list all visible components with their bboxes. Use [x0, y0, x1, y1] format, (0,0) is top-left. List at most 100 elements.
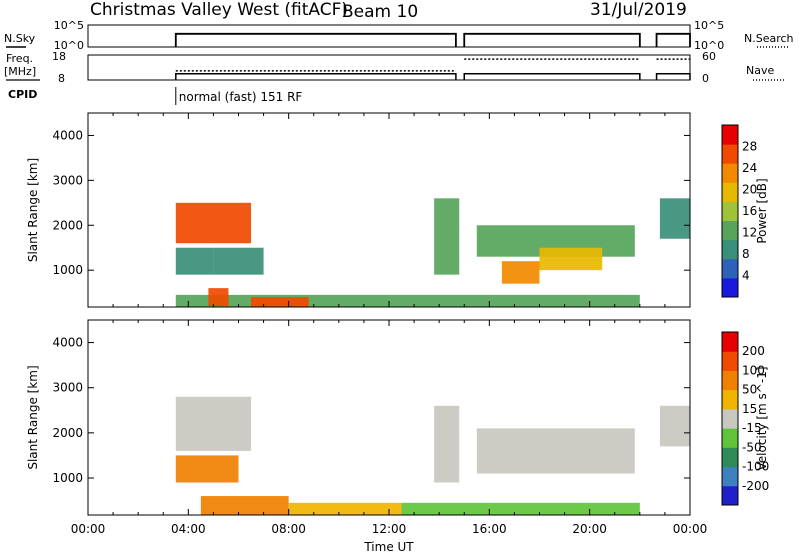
power-colorbar-tick-label: 24: [742, 161, 757, 175]
velocity-colorbar-tick-label: 200: [742, 344, 765, 358]
power-colorbar-cell: [722, 277, 738, 298]
time-tick-label: 16:00: [472, 522, 507, 536]
velocity-colorbar-tick-label: 100: [742, 363, 765, 377]
velocity-scatter-region: [476, 428, 635, 474]
nsearch-tick-label: 10^0: [694, 39, 724, 52]
power-scatter-region: [175, 294, 640, 307]
plot-title: Christmas Valley West (fitACF): [90, 0, 349, 20]
power-colorbar-cell: [722, 201, 738, 222]
nsearch-label: N.Search: [744, 32, 794, 45]
power-colorbar-cell: [722, 144, 738, 164]
velocity-scatter-region: [200, 496, 289, 515]
velocity-colorbar-cell: [722, 447, 738, 468]
power-scatter-region: [501, 261, 540, 284]
noise-tick-label: 10^5: [54, 19, 84, 32]
velocity-ylabel: Slant Range [km]: [26, 365, 40, 469]
velocity-ytick-label: 3000: [52, 381, 83, 395]
nsky-series-line: [174, 32, 457, 47]
power-colorbar-tick-label: 4: [742, 269, 750, 283]
velocity-colorbar-cell: [722, 351, 738, 371]
nsearch-tick-label: 10^5: [694, 19, 724, 32]
power-ytick-label: 1000: [52, 263, 83, 277]
power-colorbar-cell: [722, 163, 738, 183]
velocity-colorbar-label: Velocity [m s^-1]: [755, 366, 769, 470]
velocity-colorbar-tick-label: -100: [742, 460, 769, 474]
velocity-colorbar-tick-label: -50: [742, 440, 762, 454]
cpid-label: CPID: [8, 88, 38, 101]
freq-series-line: [463, 73, 641, 80]
velocity-ytick-label: 4000: [52, 336, 83, 350]
power-colorbar-tick-label: 8: [742, 247, 750, 261]
time-axis-label: Time UT: [363, 540, 414, 554]
velocity-colorbar-cell: [722, 485, 738, 506]
velocity-colorbar-tick-label: -200: [742, 479, 769, 493]
power-ylabel: Slant Range [km]: [26, 158, 40, 262]
power-scatter-region: [213, 247, 264, 275]
power-scatter-region: [208, 288, 229, 307]
power-colorbar-tick-label: 28: [742, 140, 757, 154]
power-scatter-region: [251, 297, 309, 307]
velocity-colorbar-cell: [722, 332, 738, 352]
power-colorbar-cell: [722, 125, 738, 145]
time-tick-label: 00:00: [71, 522, 106, 536]
time-tick-label: 04:00: [171, 522, 206, 536]
freq-label-bottom: [MHz]: [4, 65, 37, 78]
freq-series-line: [175, 73, 457, 80]
power-scatter-region: [175, 202, 252, 244]
nsky-series-line: [463, 32, 641, 47]
nave-label: Nave: [746, 64, 775, 77]
velocity-colorbar-cell: [722, 466, 738, 487]
nave-tick-label: 0: [702, 72, 709, 85]
velocity-colorbar-tick-label: 50: [742, 383, 757, 397]
power-scatter-region: [175, 247, 214, 275]
velocity-colorbar-tick-label: -15: [742, 421, 762, 435]
date-label: 31/Jul/2019: [590, 0, 687, 20]
power-scatter-region: [659, 198, 690, 239]
velocity-colorbar-cell: [722, 408, 738, 429]
velocity-scatter-region: [659, 405, 690, 447]
velocity-scatter-region: [288, 502, 402, 515]
power-colorbar-frame: [721, 124, 739, 298]
velocity-colorbar-cell: [722, 389, 738, 410]
velocity-scatter-region: [175, 396, 252, 451]
power-colorbar-tick-label: 16: [742, 204, 757, 218]
power-colorbar-tick-label: 20: [742, 183, 757, 197]
velocity-ytick-label: 2000: [52, 426, 83, 440]
power-colorbar-label: Power [dB]: [755, 178, 769, 243]
freq-label-top: Freq.: [6, 52, 34, 65]
time-tick-label: 20:00: [572, 522, 607, 536]
freq-panel-frame: [87, 54, 691, 81]
freq-tick-label: 18: [52, 50, 66, 63]
power-ytick-label: 2000: [52, 218, 83, 232]
power-scatter-region: [434, 198, 460, 275]
velocity-scatter-region: [434, 405, 460, 483]
nave-tick-label: 60: [702, 50, 716, 63]
power-scatter-region: [539, 247, 603, 271]
time-tick-label: 00:00: [673, 522, 708, 536]
velocity-ytick-label: 1000: [52, 471, 83, 485]
cpid-text: normal (fast) 151 RF: [179, 90, 303, 104]
nsky-label: N.Sky: [4, 32, 36, 45]
velocity-colorbar-frame: [721, 331, 739, 506]
nsky-series-line: [655, 32, 691, 47]
velocity-colorbar-cell: [722, 370, 738, 391]
power-ytick-label: 3000: [52, 173, 83, 187]
freq-series-line: [655, 73, 691, 80]
velocity-colorbar-cell: [722, 428, 738, 448]
velocity-colorbar-tick-label: 15: [742, 402, 757, 416]
noise-panel-frame: [87, 24, 691, 48]
power-colorbar-cell: [722, 239, 738, 260]
velocity-scatter-region: [175, 455, 239, 483]
time-tick-label: 12:00: [372, 522, 407, 536]
time-tick-label: 08:00: [271, 522, 306, 536]
velocity-scatter-region: [401, 502, 640, 515]
power-colorbar-cell: [722, 182, 738, 202]
freq-tick-label: 8: [58, 72, 65, 85]
power-colorbar-cell: [722, 220, 738, 241]
beam-label: Beam 10: [342, 2, 419, 22]
power-ytick-label: 4000: [52, 128, 83, 142]
power-colorbar-tick-label: 12: [742, 226, 757, 240]
noise-tick-label: 10^0: [54, 39, 84, 52]
